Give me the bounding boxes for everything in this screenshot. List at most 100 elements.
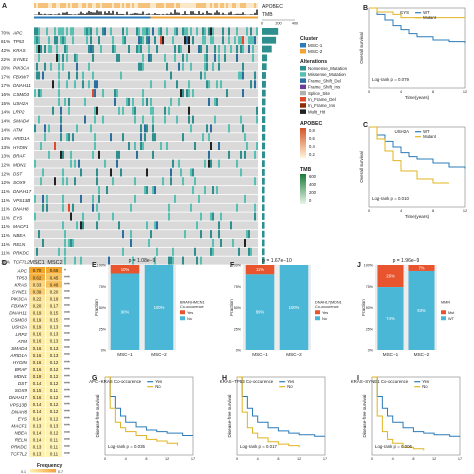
- mutation-cell: [202, 133, 204, 142]
- tmb-bar: [204, 14, 206, 15]
- stack-legend-title-2: Co-occurence: [180, 305, 204, 309]
- heat-gene-label: TP53: [16, 275, 27, 280]
- freq-bar: [262, 45, 272, 53]
- tmb-bar: [42, 14, 44, 15]
- km-panel-h: H Disease-free survival 0 4 8 12 17 KRAS−TP53 C…: [220, 375, 327, 461]
- heat-value-msc2: 0.11: [50, 388, 59, 393]
- mutation-cell: [88, 80, 90, 89]
- gene-name-label: DNAH17: [13, 189, 32, 194]
- apobec-track-cell: [76, 3, 78, 8]
- mutation-cell: [204, 62, 206, 71]
- mutation-cell: [214, 97, 216, 106]
- heat-value-msc1: 0.13: [33, 444, 42, 449]
- mutation-cell: [152, 150, 154, 159]
- mutation-cell: [104, 159, 106, 168]
- mutation-cell: [218, 45, 220, 54]
- tmb-bar: [230, 11, 232, 15]
- gene-name-label: RELN: [13, 242, 26, 247]
- heat-cell-msc2: [46, 408, 62, 415]
- freq-bar: [262, 257, 265, 264]
- apobec-track-cell: [176, 3, 178, 8]
- apobec-track-cell: [62, 3, 64, 8]
- apobec-track-cell: [112, 3, 114, 8]
- mutation-cell: [178, 45, 180, 54]
- mutation-cell: [94, 106, 96, 115]
- km-pvalue: Log-rank p = 0.006: [375, 444, 413, 449]
- tmb-bar: [134, 12, 136, 15]
- mutation-cell: [96, 203, 98, 212]
- tmb-bar: [194, 13, 196, 15]
- heat-significance: *: [64, 269, 66, 275]
- mutation-cell: [146, 36, 148, 45]
- mutation-cell: [156, 247, 158, 256]
- mutation-cell: [204, 53, 206, 62]
- mutation-cell: [190, 203, 192, 212]
- mutation-cell: [172, 36, 174, 45]
- mutation-cell: [174, 45, 176, 54]
- mutation-cell: [98, 36, 100, 45]
- km-legend-title: USH2A: [394, 129, 409, 134]
- mutation-cell: [130, 203, 132, 212]
- heat-gene-label: SOX9: [15, 388, 28, 393]
- heat-value-msc1: 0.33: [33, 282, 42, 287]
- heat-cell-msc1: [29, 436, 45, 443]
- mutation-cell: [76, 221, 78, 230]
- heat-cell-msc1: [29, 450, 45, 457]
- matrix-row-bg: [34, 141, 258, 151]
- heat-cell-msc2: [46, 393, 62, 401]
- heat-value-msc1: 0.16: [33, 360, 42, 365]
- heat-significance: ***: [64, 438, 70, 444]
- gene-name-label: BRAF: [13, 154, 26, 159]
- apobec-track-cell: [192, 3, 194, 8]
- tmb-bar: [164, 14, 166, 15]
- tmb-bar: [138, 13, 140, 15]
- mutation-cell: [206, 80, 208, 89]
- mutation-cell: [178, 62, 180, 71]
- apobec-track-cell: [202, 3, 204, 8]
- mutation-cell: [228, 124, 230, 133]
- mutation-cell: [256, 141, 258, 151]
- tmb-bar: [64, 12, 66, 15]
- km-legend-title: KRAS−TP53 Co-occurence: [220, 379, 274, 384]
- mutation-cell: [76, 71, 78, 80]
- mutation-cell: [92, 150, 94, 159]
- mutation-cell: [144, 133, 146, 142]
- heat-cell-msc1: [29, 316, 45, 323]
- mutation-cell: [136, 45, 138, 54]
- mutation-cell: [60, 106, 62, 115]
- stack-legend-title: DNAH17|MDN1: [315, 300, 342, 304]
- heat-gene-label: HYDIN: [13, 360, 28, 365]
- tmb-bar: [186, 14, 188, 15]
- heat-significance: ***: [64, 325, 70, 331]
- heat-cell-msc1: [29, 267, 45, 274]
- km-legend-title: KRAS−SYNE1 Co-occurence: [351, 379, 409, 384]
- gene-pct-label: 11%: [1, 189, 10, 194]
- mutation-cell: [142, 97, 144, 106]
- km-legend-label: WT: [423, 10, 430, 15]
- mutation-cell: [192, 115, 194, 124]
- tmb-bar: [152, 14, 154, 15]
- stack-segment-yes: [110, 265, 140, 274]
- gene-pct-label: 20%: [1, 66, 10, 71]
- mutation-cell: [80, 168, 82, 177]
- stack-segment-label: 100%: [154, 305, 165, 310]
- apobec-track-cell: [184, 3, 186, 8]
- tmb-bar: [208, 12, 210, 15]
- mutation-cell: [102, 115, 104, 124]
- mutation-cell: [238, 71, 240, 80]
- mutation-cell: [144, 186, 146, 195]
- stack-x-tick: MSC−1: [117, 352, 133, 357]
- tmb-legend-tick: 200: [309, 190, 317, 195]
- mutation-cell: [50, 62, 52, 71]
- mutation-cell: [182, 89, 184, 98]
- heat-significance: ***: [64, 452, 70, 458]
- mutation-cell: [204, 36, 206, 45]
- mutation-cell: [74, 53, 76, 62]
- stack-x-tick: MSC−1: [383, 352, 399, 357]
- apobec-track-cell: [94, 3, 96, 8]
- heat-gene-label: MACF1: [11, 423, 27, 428]
- km-y-axis-label: Overall survival: [359, 151, 364, 182]
- freq-bar: [262, 177, 265, 185]
- mutation-cell: [190, 124, 192, 133]
- apobec-track-cell: [230, 3, 232, 8]
